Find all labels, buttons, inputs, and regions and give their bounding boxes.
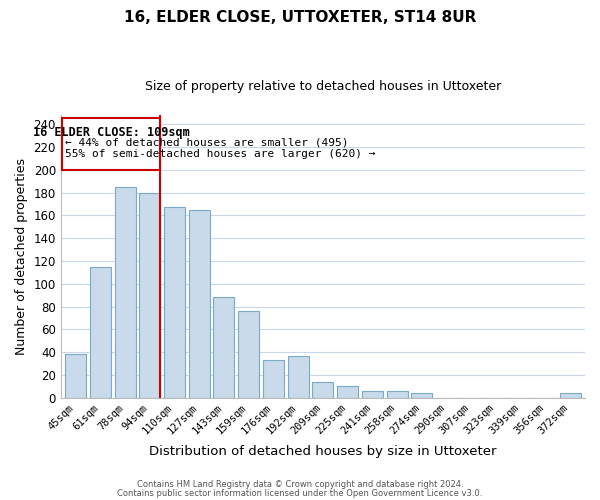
Bar bbox=[386, 391, 407, 398]
Bar bbox=[411, 393, 433, 398]
Bar bbox=[115, 187, 136, 398]
Bar bbox=[238, 311, 259, 398]
X-axis label: Distribution of detached houses by size in Uttoxeter: Distribution of detached houses by size … bbox=[149, 444, 497, 458]
Bar bbox=[362, 391, 383, 398]
Bar bbox=[164, 208, 185, 398]
Bar bbox=[90, 266, 111, 398]
Bar bbox=[65, 354, 86, 398]
Title: Size of property relative to detached houses in Uttoxeter: Size of property relative to detached ho… bbox=[145, 80, 501, 93]
FancyBboxPatch shape bbox=[62, 118, 160, 170]
Bar bbox=[214, 298, 235, 398]
Bar bbox=[189, 210, 210, 398]
Bar bbox=[560, 393, 581, 398]
Text: Contains HM Land Registry data © Crown copyright and database right 2024.: Contains HM Land Registry data © Crown c… bbox=[137, 480, 463, 489]
Text: Contains public sector information licensed under the Open Government Licence v3: Contains public sector information licen… bbox=[118, 488, 482, 498]
Text: 16, ELDER CLOSE, UTTOXETER, ST14 8UR: 16, ELDER CLOSE, UTTOXETER, ST14 8UR bbox=[124, 10, 476, 25]
Bar bbox=[263, 360, 284, 398]
Bar bbox=[313, 382, 334, 398]
Bar bbox=[139, 192, 160, 398]
Text: ← 44% of detached houses are smaller (495): ← 44% of detached houses are smaller (49… bbox=[65, 138, 348, 148]
Text: 55% of semi-detached houses are larger (620) →: 55% of semi-detached houses are larger (… bbox=[65, 149, 375, 159]
Text: 16 ELDER CLOSE: 109sqm: 16 ELDER CLOSE: 109sqm bbox=[33, 126, 190, 140]
Y-axis label: Number of detached properties: Number of detached properties bbox=[15, 158, 28, 355]
Bar bbox=[337, 386, 358, 398]
Bar bbox=[287, 356, 308, 398]
